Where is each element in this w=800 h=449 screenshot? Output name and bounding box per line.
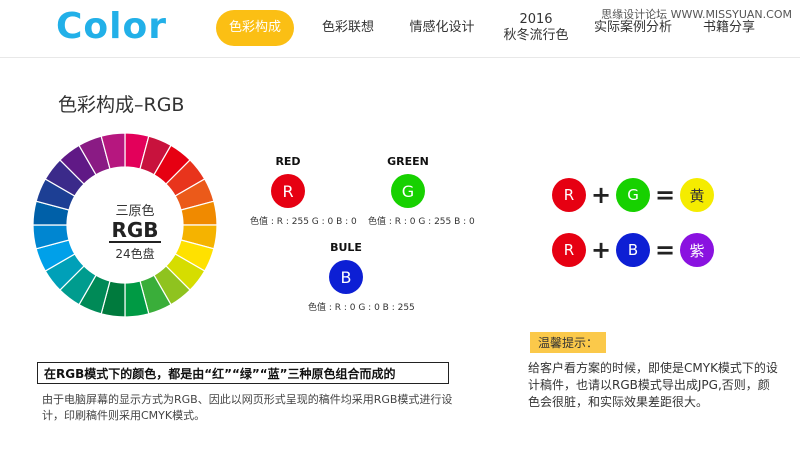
top-bar: Color 思缘设计论坛 WWW.MISSYUAN.COM 色彩构成 色彩联想 …: [0, 0, 800, 58]
tip-text: 给客户看方案的时候，即使是CMYK模式下的设计稿件，也请以RGB模式导出成JPG…: [528, 361, 778, 409]
wheel-label-bottom: 24色盘: [115, 247, 155, 261]
primary-green-name: GREEN: [387, 155, 429, 168]
primary-blue-value: 色值 : R : 0 G : 0 B : 255: [308, 303, 415, 313]
color-wheel: [32, 132, 218, 318]
nav-item-book-share[interactable]: 书籍分享: [702, 20, 755, 35]
primary-green-dot: G: [391, 174, 425, 208]
equation-operand-red: R: [552, 178, 586, 212]
nav-item-color-composition[interactable]: 色彩构成: [216, 10, 294, 46]
rgb-note: 由于电脑屏幕的显示方式为RGB、因此以网页形式呈现的稿件均采用RGB模式进行设计…: [42, 393, 453, 422]
nav-item-color-association[interactable]: 色彩联想: [321, 20, 374, 35]
nav-item-case-study[interactable]: 实际案例分析: [593, 20, 672, 35]
wheel-label-main: RGB: [109, 218, 161, 243]
equation-purple: R + B = 紫: [552, 230, 714, 270]
equation-operand-red: R: [552, 233, 586, 267]
primary-blue-name: BULE: [330, 241, 362, 254]
rgb-summary-box: 在RGB模式下的颜色，都是由“红”“绿”“蓝”三种原色组合而成的: [37, 362, 449, 384]
primary-red-value: 色值 : R : 255 G : 0 B : 0: [250, 217, 357, 227]
section-title: 色彩构成–RGB: [58, 94, 185, 116]
primary-green: GREEN G 色值 : R : 0 G : 255 B : 0: [368, 155, 475, 227]
equals-sign: =: [654, 236, 676, 264]
equation-yellow: R + G = 黄: [552, 175, 714, 215]
primary-blue: BULE B 色值 : R : 0 G : 0 B : 255: [308, 241, 415, 313]
watermark: 思缘设计论坛 WWW.MISSYUAN.COM: [601, 8, 792, 21]
equation-operand-blue: B: [616, 233, 650, 267]
tip-label: 温馨提示：: [530, 332, 607, 353]
equation-result-purple: 紫: [680, 233, 714, 267]
nav-item-emotional-design[interactable]: 情感化设计: [409, 20, 475, 35]
plus-sign: +: [590, 181, 612, 209]
plus-sign: +: [590, 236, 612, 264]
primary-red-name: RED: [275, 155, 301, 168]
primary-red: RED R 色值 : R : 255 G : 0 B : 0: [250, 155, 357, 227]
nav-item-trends-label: 秋冬流行色: [503, 28, 569, 43]
primary-green-value: 色值 : R : 0 G : 255 B : 0: [368, 217, 475, 227]
equation-result-yellow: 黄: [680, 178, 714, 212]
equals-sign: =: [654, 181, 676, 209]
color-wheel-segment: [100, 132, 126, 170]
main-nav: 色彩构成 色彩联想 情感化设计 2016 秋冬流行色 实际案例分析 书籍分享: [0, 10, 800, 46]
primary-blue-dot: B: [329, 260, 363, 294]
logo[interactable]: Color: [56, 6, 167, 47]
color-wheel-label: 三原色 RGB 24色盘: [80, 200, 190, 262]
equation-operand-green: G: [616, 178, 650, 212]
wheel-label-top: 三原色: [115, 204, 155, 219]
nav-item-trends-year: 2016: [519, 12, 553, 27]
primary-red-dot: R: [271, 174, 305, 208]
nav-item-2016-trends[interactable]: 2016 秋冬流行色: [496, 10, 576, 46]
